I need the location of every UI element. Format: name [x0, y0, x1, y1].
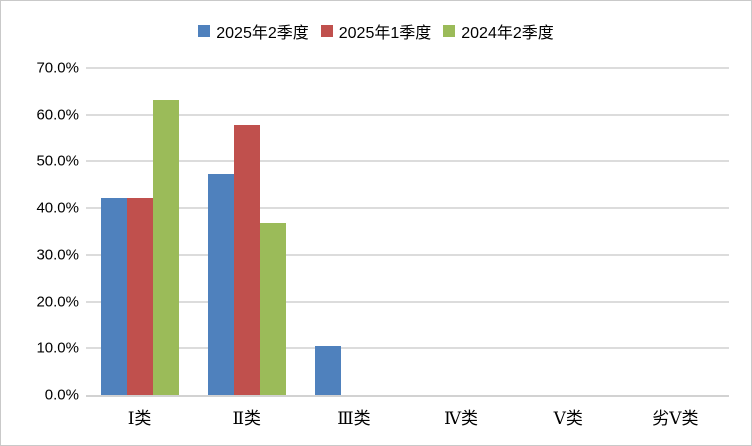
y-tick-label: 20.0%: [36, 293, 79, 311]
bar: [259, 223, 286, 395]
bar: [152, 99, 179, 395]
x-axis: Ⅰ类 Ⅱ类 Ⅲ类 Ⅳ类 Ⅴ类 劣Ⅴ类: [86, 404, 729, 430]
legend-swatch-icon: [443, 25, 456, 37]
gridline: [86, 300, 729, 303]
x-tick-label: Ⅱ类: [232, 409, 262, 428]
gridline: [86, 347, 729, 350]
y-tick-label: 10.0%: [36, 339, 79, 357]
legend-item: 2025年1季度: [320, 19, 432, 43]
plot-area: [86, 67, 729, 397]
y-tick-label: 70.0%: [36, 59, 79, 77]
y-tick-label: 30.0%: [36, 246, 79, 264]
y-tick-label: 60.0%: [36, 106, 79, 124]
x-tick-label: Ⅳ类: [444, 409, 479, 428]
bar: [126, 198, 153, 395]
bar-group: [193, 124, 300, 395]
gridline: [86, 160, 729, 163]
gridline: [86, 207, 729, 210]
y-tick-label: 40.0%: [36, 199, 79, 217]
y-tick-label: 0.0%: [44, 386, 79, 404]
y-tick-label: 50.0%: [36, 152, 79, 170]
bar-group: [86, 99, 193, 395]
legend-label: 2024年2季度: [461, 25, 554, 42]
gridline: [86, 113, 729, 116]
legend-item: 2024年2季度: [443, 19, 554, 43]
legend-swatch-icon: [198, 25, 211, 37]
bar-group: [300, 345, 407, 395]
y-axis: 0.0% 10.0% 20.0% 30.0% 40.0% 50.0% 60.0% 70.0%: [1, 61, 79, 403]
x-tick-label: Ⅴ类: [553, 409, 583, 428]
legend-label: 2025年2季度: [216, 25, 309, 42]
legend-swatch-icon: [320, 25, 333, 37]
bar: [100, 198, 127, 395]
legend: 2025年2季度 2025年1季度 2024年2季度: [1, 19, 751, 43]
bar: [314, 345, 341, 395]
gridline: [86, 67, 729, 69]
legend-label: 2025年1季度: [338, 25, 432, 42]
x-tick-label: Ⅰ类: [127, 409, 152, 428]
x-tick-label: Ⅲ类: [337, 409, 371, 428]
legend-item: 2025年2季度: [198, 19, 309, 43]
gridline: [86, 253, 729, 256]
bar: [233, 124, 260, 395]
bar: [207, 173, 234, 395]
x-tick-label: 劣Ⅴ类: [652, 409, 699, 428]
